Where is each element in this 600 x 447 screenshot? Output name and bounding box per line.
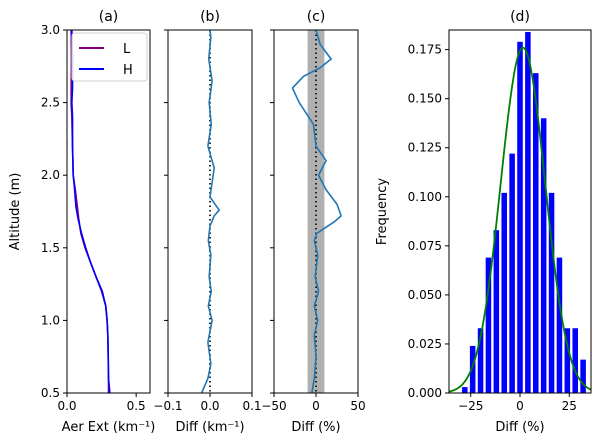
y-tick-label: 0.100: [408, 190, 442, 204]
histogram-bar: [469, 345, 476, 393]
y-tick-label: 2.5: [41, 96, 60, 110]
y-tick-label: 1.5: [41, 241, 60, 255]
histogram-bar: [525, 31, 531, 393]
legend-box: [71, 32, 148, 82]
legend: LH: [71, 32, 148, 82]
histogram-bar: [580, 359, 586, 393]
panel-title: (b): [200, 9, 220, 25]
x-tick-label: 25: [562, 399, 577, 413]
y-tick-label: 0.125: [408, 141, 442, 155]
x-tick-label: 0: [312, 399, 320, 413]
panel-a: 0.0 0.50.51.01.52.02.53.0(a)Aer Ext (km⁻¹…: [8, 9, 155, 435]
y-tick-label: 0.150: [408, 92, 442, 106]
panel-title: (a): [99, 9, 119, 25]
x-tick-label: −50: [261, 399, 286, 413]
x-tick-label: 0.0: [200, 399, 219, 413]
histogram-bar: [501, 192, 507, 393]
panel-c: −50 0 50 (c) Diff (%): [261, 9, 365, 435]
histogram-bar: [556, 257, 563, 393]
histogram-bar: [462, 387, 468, 393]
histogram-bar: [572, 328, 578, 393]
y-tick-label: 0.5: [41, 386, 60, 400]
plot-content: [70, 30, 111, 393]
histogram-bar: [517, 41, 523, 393]
panel-b: −0.1 0.0 0.1 (b) Diff (km⁻¹): [153, 9, 261, 435]
series-line-h: [71, 30, 111, 393]
panel-d: −25 0 25 0.000 0.025 0.050 0.075 0.100 0.125 0.15…: [375, 9, 592, 435]
histogram-bar: [540, 118, 547, 393]
panel-title: (d): [510, 9, 530, 25]
x-axis-label: Diff (km⁻¹): [175, 420, 244, 435]
x-axis-label: Diff (%): [495, 420, 544, 435]
histogram-bar: [533, 73, 539, 393]
axes-frame: [66, 29, 151, 394]
histogram-bar: [477, 328, 484, 393]
histogram-bar: [493, 230, 500, 393]
legend-label-h: H: [123, 63, 133, 78]
x-tick-label: 0.0: [57, 399, 76, 413]
histogram-bar: [509, 153, 515, 393]
y-tick-label: 1.0: [41, 313, 60, 327]
histogram-bar: [564, 328, 571, 393]
x-tick-label: 0.1: [242, 399, 261, 413]
gaussian-fit-line: [449, 46, 591, 393]
x-tick-label: 0.5: [127, 399, 146, 413]
y-tick-label: 0.175: [408, 43, 442, 57]
x-tick-label: 0: [516, 399, 524, 413]
y-axis-label: Altitude (m): [8, 173, 23, 251]
histogram-bar: [548, 192, 555, 393]
plot-content: [291, 30, 342, 393]
plot-content: [449, 31, 591, 393]
y-axis-label: Frequency: [375, 178, 390, 245]
x-tick-label: −25: [458, 399, 483, 413]
x-tick-label: −0.1: [153, 399, 182, 413]
panel-title: (c): [307, 9, 326, 25]
histogram-bar: [485, 257, 492, 393]
y-tick-label: 2.0: [41, 168, 60, 182]
y-tick-label: 0.075: [408, 239, 442, 253]
y-tick-label: 0.000: [408, 386, 442, 400]
x-tick-label: 50: [350, 399, 365, 413]
series-line-diff: [200, 30, 221, 393]
x-axis-label: Diff (%): [291, 420, 340, 435]
series-line-diff: [291, 30, 342, 393]
y-tick-label: 3.0: [41, 23, 60, 37]
x-axis-label: Aer Ext (km⁻¹): [62, 420, 156, 435]
legend-label-l: L: [123, 42, 131, 57]
y-tick-label: 0.050: [408, 288, 442, 302]
y-tick-label: 0.025: [408, 337, 442, 351]
plot-content: [200, 30, 221, 393]
